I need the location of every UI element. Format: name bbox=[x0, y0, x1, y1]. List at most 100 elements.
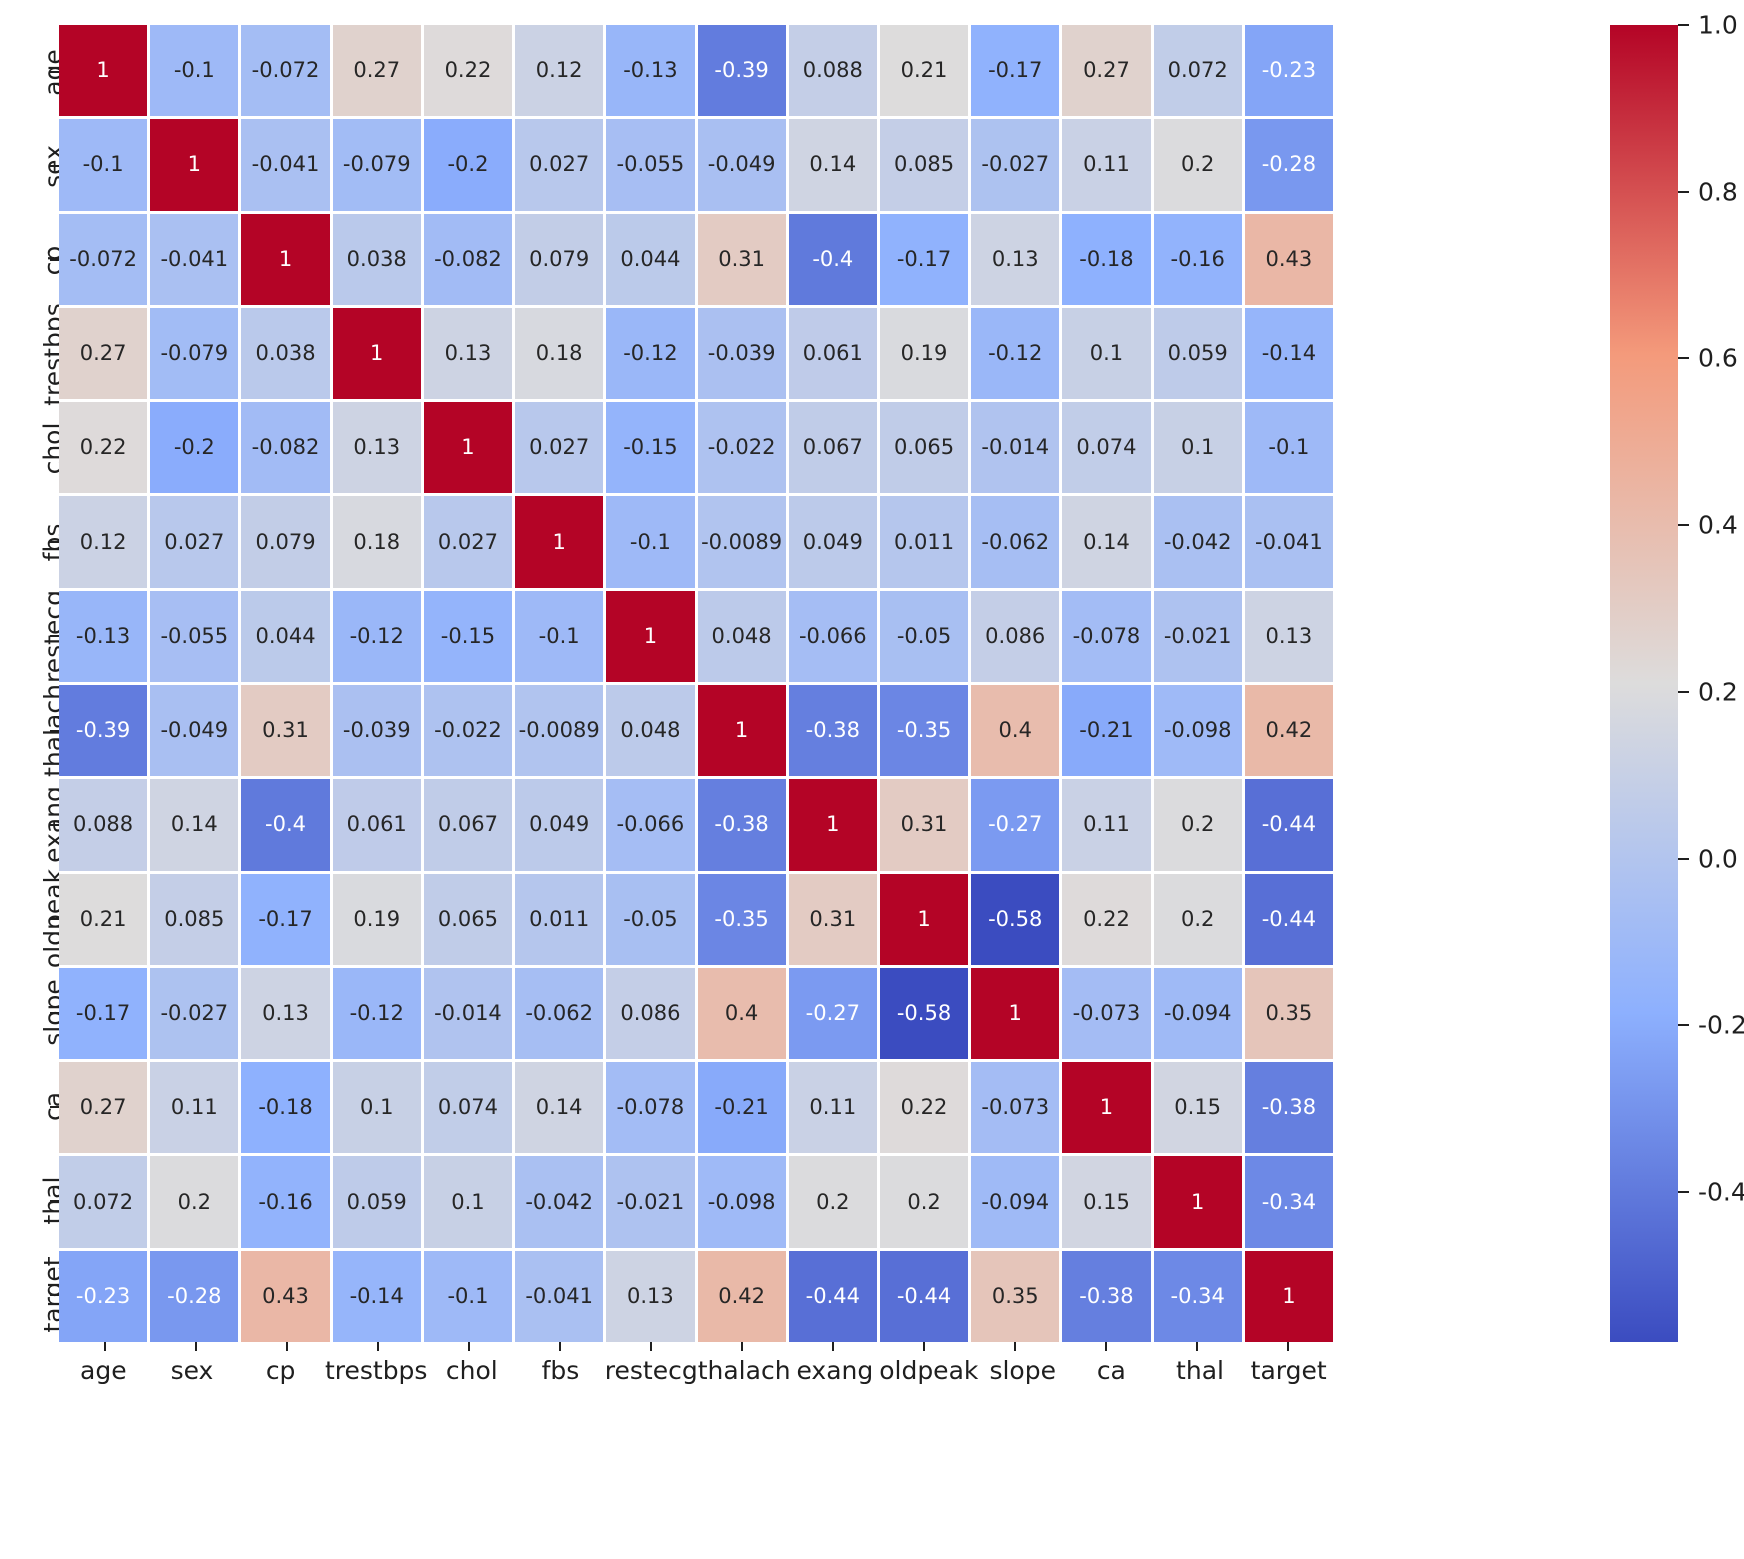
heatmap-cell: 0.27 bbox=[59, 1062, 148, 1154]
heatmap-cell: 0.044 bbox=[606, 213, 695, 305]
x-axis-tick bbox=[1195, 1342, 1198, 1351]
colorbar-tick-mark bbox=[1678, 857, 1689, 860]
heatmap-cell: 0.19 bbox=[332, 873, 421, 965]
heatmap-cell: 0.27 bbox=[1062, 25, 1151, 117]
y-axis-tick bbox=[50, 729, 59, 732]
heatmap-cell: -0.34 bbox=[1244, 1156, 1333, 1248]
heatmap-cell: -0.041 bbox=[150, 213, 239, 305]
heatmap-cell: -0.27 bbox=[971, 779, 1060, 871]
heatmap-cell: 0.067 bbox=[423, 779, 513, 871]
heatmap-cell: 0.061 bbox=[788, 307, 877, 400]
heatmap-cell: -0.1 bbox=[423, 1250, 513, 1342]
x-axis-tick bbox=[467, 1342, 470, 1351]
heatmap-cell: -0.073 bbox=[971, 1062, 1060, 1154]
heatmap-cell: -0.082 bbox=[241, 402, 330, 494]
heatmap-cell: -0.049 bbox=[697, 119, 786, 211]
heatmap-cell: 0.2 bbox=[1153, 779, 1242, 871]
heatmap-cell: 1 bbox=[971, 967, 1060, 1060]
colorbar-tick-label: 0.2 bbox=[1698, 677, 1738, 707]
heatmap-cell: -0.39 bbox=[59, 684, 148, 777]
heatmap-cell: 0.059 bbox=[1153, 307, 1242, 400]
heatmap-cell: 1 bbox=[879, 873, 969, 965]
x-axis-tick bbox=[1286, 1342, 1289, 1351]
x-tick-label-oldpeak: oldpeak bbox=[879, 1356, 979, 1385]
heatmap-cell: -0.13 bbox=[606, 25, 695, 117]
heatmap-cell: 0.027 bbox=[423, 496, 513, 588]
heatmap-cell: 0.4 bbox=[971, 684, 1060, 777]
heatmap-cell: 0.13 bbox=[606, 1250, 695, 1342]
heatmap-cell: -0.079 bbox=[150, 307, 239, 400]
heatmap-cell: -0.027 bbox=[971, 119, 1060, 211]
heatmap-cell: -0.16 bbox=[241, 1156, 330, 1248]
heatmap-cell: 1 bbox=[697, 684, 786, 777]
heatmap-cell: 1 bbox=[515, 496, 604, 588]
heatmap-cell: 0.35 bbox=[971, 1250, 1060, 1342]
colorbar-tick-mark bbox=[1678, 690, 1689, 693]
heatmap-cell: 0.079 bbox=[515, 213, 604, 305]
heatmap-cell: -0.35 bbox=[697, 873, 786, 965]
heatmap-cell: 0.1 bbox=[1153, 402, 1242, 494]
y-axis-tick bbox=[50, 1293, 59, 1296]
heatmap-cell: 0.11 bbox=[150, 1062, 239, 1154]
heatmap-cell: -0.05 bbox=[879, 590, 969, 682]
x-axis-tick bbox=[649, 1342, 652, 1351]
x-tick-label-trestbps: trestbps bbox=[324, 1356, 428, 1385]
heatmap-cell: -0.027 bbox=[150, 967, 239, 1060]
heatmap-cell: 0.038 bbox=[332, 213, 421, 305]
heatmap-cell: -0.58 bbox=[879, 967, 969, 1060]
y-axis-tick bbox=[50, 1105, 59, 1108]
heatmap-cell: -0.0089 bbox=[515, 684, 604, 777]
heatmap-cell: 0.42 bbox=[1244, 684, 1333, 777]
heatmap-cell: -0.078 bbox=[606, 1062, 695, 1154]
x-tick-label-ca: ca bbox=[1096, 1356, 1126, 1385]
heatmap-cell: 0.15 bbox=[1062, 1156, 1151, 1248]
x-axis-tick bbox=[831, 1342, 834, 1351]
heatmap-cell: -0.17 bbox=[879, 213, 969, 305]
heatmap-cell: 0.059 bbox=[332, 1156, 421, 1248]
x-axis-tick bbox=[1104, 1342, 1107, 1351]
heatmap-cell: -0.23 bbox=[59, 1250, 148, 1342]
heatmap-cell: 0.088 bbox=[59, 779, 148, 871]
x-tick-label-age: age bbox=[80, 1356, 127, 1385]
heatmap-cell: 0.2 bbox=[879, 1156, 969, 1248]
heatmap-cell: -0.041 bbox=[1244, 496, 1333, 588]
heatmap-cell: -0.12 bbox=[332, 590, 421, 682]
heatmap-cell: -0.38 bbox=[788, 684, 877, 777]
colorbar-tick-label: 0.8 bbox=[1698, 177, 1738, 207]
heatmap-cell: 0.044 bbox=[241, 590, 330, 682]
heatmap-cell: 0.1 bbox=[423, 1156, 513, 1248]
x-tick-label-thalach: thalach bbox=[697, 1356, 791, 1385]
y-axis-tick bbox=[50, 917, 59, 920]
x-axis-tick bbox=[1013, 1342, 1016, 1351]
y-axis-tick bbox=[50, 71, 59, 74]
heatmap-cell: 0.14 bbox=[150, 779, 239, 871]
heatmap-cell: -0.1 bbox=[59, 119, 148, 211]
heatmap-cell: 0.086 bbox=[606, 967, 695, 1060]
heatmap-cell: -0.041 bbox=[515, 1250, 604, 1342]
heatmap-cell: -0.12 bbox=[606, 307, 695, 400]
heatmap-cell: 1 bbox=[788, 779, 877, 871]
heatmap-cell: 0.086 bbox=[971, 590, 1060, 682]
heatmap-cell: -0.022 bbox=[697, 402, 786, 494]
heatmap-cell: 0.14 bbox=[1062, 496, 1151, 588]
heatmap-cell: 1 bbox=[59, 25, 148, 117]
heatmap-cell: 0.038 bbox=[241, 307, 330, 400]
heatmap-cell: 0.31 bbox=[241, 684, 330, 777]
heatmap-cell: 0.074 bbox=[423, 1062, 513, 1154]
heatmap-cell: 0.061 bbox=[332, 779, 421, 871]
heatmap-cell: 0.027 bbox=[150, 496, 239, 588]
heatmap-cell: -0.44 bbox=[788, 1250, 877, 1342]
heatmap-cell: 0.074 bbox=[1062, 402, 1151, 494]
heatmap-cell: -0.38 bbox=[1062, 1250, 1151, 1342]
colorbar-tick-mark bbox=[1678, 1190, 1689, 1193]
heatmap-cell: 0.13 bbox=[1244, 590, 1333, 682]
heatmap-cell: -0.44 bbox=[879, 1250, 969, 1342]
heatmap-cell: 1 bbox=[1244, 1250, 1333, 1342]
x-tick-label-restecg: restecg bbox=[604, 1356, 698, 1385]
x-tick-label-cp: cp bbox=[265, 1356, 296, 1385]
x-tick-label-chol: chol bbox=[445, 1356, 498, 1385]
y-axis-tick bbox=[50, 823, 59, 826]
heatmap-cell: 0.13 bbox=[241, 967, 330, 1060]
heatmap-cell: -0.1 bbox=[515, 590, 604, 682]
